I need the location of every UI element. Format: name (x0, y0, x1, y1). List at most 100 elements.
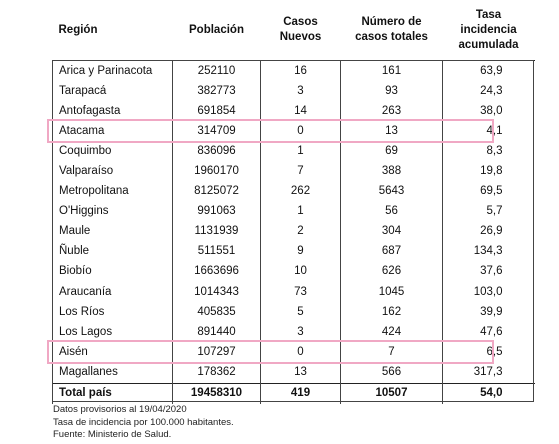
cell-tasa: 37,6 (442, 261, 535, 283)
cell-totales: 10507 (340, 382, 443, 404)
cell-region: Valparaíso (52, 161, 173, 182)
cell-tasa: 54,0 (442, 382, 535, 404)
cell-tasa: 69,5 (442, 181, 535, 202)
cell-poblacion: 8125072 (172, 181, 261, 202)
footnotes: Datos provisorios al 19/04/2020 Tasa de … (53, 404, 234, 442)
cell-poblacion: 511551 (172, 241, 261, 262)
total-row: Total país 19458310 419 10507 54,0 (52, 382, 535, 404)
table-row: Araucanía 1014343 73 1045 103,0 (52, 282, 535, 303)
table-row: O'Higgins 991063 1 56 5,7 (52, 201, 535, 222)
cell-tasa: 6,5 (442, 342, 535, 363)
cell-nuevos: 1 (260, 201, 341, 222)
cell-tasa: 26,9 (442, 221, 535, 242)
cell-nuevos: 1 (260, 141, 341, 162)
cell-region: Total país (52, 382, 173, 404)
table-row: Coquimbo 836096 1 69 8,3 (52, 141, 535, 162)
cell-region: Metropolitana (52, 181, 173, 202)
table-row: Tarapacá 382773 3 93 24,3 (52, 81, 535, 102)
cell-poblacion: 1663696 (172, 261, 261, 283)
cell-nuevos: 262 (260, 181, 341, 202)
cell-nuevos: 3 (260, 322, 341, 343)
cell-nuevos: 0 (260, 121, 341, 142)
cell-totales: 69 (340, 141, 443, 162)
cell-region: Aisén (52, 342, 173, 363)
cell-nuevos: 10 (260, 261, 341, 283)
cell-poblacion: 19458310 (172, 382, 261, 404)
table-row: Los Ríos 405835 5 162 39,9 (52, 302, 535, 323)
cell-tasa: 5,7 (442, 201, 535, 222)
header-casos-nuevos: Casos Nuevos (260, 0, 341, 61)
table-row: Arica y Parinacota 252110 16 161 63,9 (52, 60, 535, 82)
cell-region: Araucanía (52, 282, 173, 303)
footnote-date: Datos provisorios al 19/04/2020 (53, 404, 187, 415)
cell-tasa: 103,0 (442, 282, 535, 303)
cell-nuevos: 73 (260, 282, 341, 303)
cell-poblacion: 405835 (172, 302, 261, 323)
cell-tasa: 317,3 (442, 362, 535, 383)
cell-poblacion: 891440 (172, 322, 261, 343)
cell-tasa: 39,9 (442, 302, 535, 323)
cell-tasa: 134,3 (442, 241, 535, 262)
table-row: Metropolitana 8125072 262 5643 69,5 (52, 181, 535, 202)
header-tasa: Tasa incidencia acumulada (442, 0, 535, 61)
cell-poblacion: 178362 (172, 362, 261, 383)
cell-region: Magallanes (52, 362, 173, 383)
cell-nuevos: 7 (260, 161, 341, 182)
cell-poblacion: 1960170 (172, 161, 261, 182)
cell-poblacion: 382773 (172, 81, 261, 102)
cell-totales: 13 (340, 121, 443, 142)
cell-region: Antofagasta (52, 101, 173, 122)
cell-poblacion: 691854 (172, 101, 261, 122)
table-row: Antofagasta 691854 14 263 38,0 (52, 101, 535, 122)
header-casos-totales: Número de casos totales (340, 0, 443, 61)
table-body: Arica y Parinacota 252110 16 161 63,9 Tarapac… (52, 60, 535, 404)
cell-nuevos: 16 (260, 60, 341, 82)
table-row: Maule 1131939 2 304 26,9 (52, 221, 535, 242)
cell-nuevos: 0 (260, 342, 341, 363)
cases-table: Región Población Casos Nuevos Número de … (52, 0, 535, 404)
cell-region: Maule (52, 221, 173, 242)
cell-poblacion: 836096 (172, 141, 261, 162)
cell-nuevos: 419 (260, 382, 341, 404)
cell-totales: 388 (340, 161, 443, 182)
cell-region: Los Ríos (52, 302, 173, 323)
cell-poblacion: 107297 (172, 342, 261, 363)
cell-totales: 626 (340, 261, 443, 283)
cell-region: Atacama (52, 121, 173, 142)
cell-tasa: 24,3 (442, 81, 535, 102)
cell-poblacion: 252110 (172, 60, 261, 82)
cell-totales: 566 (340, 362, 443, 383)
cell-totales: 263 (340, 101, 443, 122)
cell-totales: 687 (340, 241, 443, 262)
cell-totales: 7 (340, 342, 443, 363)
table-row: Magallanes 178362 13 566 317,3 (52, 362, 535, 383)
cell-nuevos: 5 (260, 302, 341, 323)
cell-poblacion: 314709 (172, 121, 261, 142)
cell-nuevos: 13 (260, 362, 341, 383)
cell-tasa: 38,0 (442, 101, 535, 122)
cell-totales: 1045 (340, 282, 443, 303)
table-row: Ñuble 511551 9 687 134,3 (52, 241, 535, 262)
header-poblacion: Población (172, 0, 261, 61)
cell-region: O'Higgins (52, 201, 173, 222)
cell-totales: 304 (340, 221, 443, 242)
cell-poblacion: 1131939 (172, 221, 261, 242)
table-row: Los Lagos 891440 3 424 47,6 (52, 322, 535, 343)
header-region: Región (52, 0, 173, 61)
cell-nuevos: 14 (260, 101, 341, 122)
cell-totales: 162 (340, 302, 443, 323)
cell-poblacion: 1014343 (172, 282, 261, 303)
cases-table-container: Región Población Casos Nuevos Número de … (52, 0, 535, 404)
table-header: Región Población Casos Nuevos Número de … (52, 0, 535, 61)
cell-nuevos: 9 (260, 241, 341, 262)
cell-nuevos: 2 (260, 221, 341, 242)
cell-tasa: 47,6 (442, 322, 535, 343)
cell-region: Ñuble (52, 241, 173, 262)
cell-tasa: 8,3 (442, 141, 535, 162)
footnote-rate-unit: Tasa de incidencia por 100.000 habitante… (53, 416, 234, 428)
cell-poblacion: 991063 (172, 201, 261, 222)
footnote-source: Fuente: Ministerio de Salud. (53, 429, 172, 440)
cell-tasa: 63,9 (442, 60, 535, 82)
table-row: Biobío 1663696 10 626 37,6 (52, 261, 535, 283)
cell-tasa: 19,8 (442, 161, 535, 182)
